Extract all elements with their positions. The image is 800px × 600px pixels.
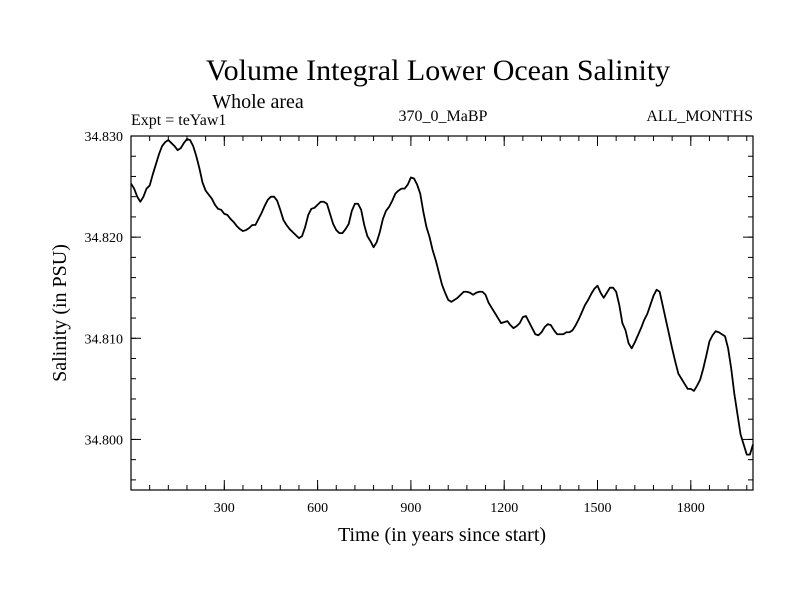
x-axis-label: Time (in years since start)	[338, 524, 546, 546]
x-tick-label: 1200	[490, 501, 518, 516]
y-axis: 34.800 34.810 34.820 34.830	[85, 130, 753, 481]
experiment-label: Expt = teYaw1	[131, 112, 226, 129]
x-tick-label: 1800	[677, 501, 705, 516]
months-label: ALL_MONTHS	[646, 108, 753, 125]
x-tick-label: 900	[400, 501, 421, 516]
x-axis: 300 600 900 1200 1500 1800	[149, 136, 748, 516]
period-label: 370_0_MaBP	[399, 108, 488, 125]
y-tick-label: 34.810	[85, 332, 124, 347]
chart-subtitle: Whole area	[212, 91, 304, 113]
salinity-series-line	[130, 138, 754, 456]
y-tick-label: 34.820	[85, 231, 124, 246]
plot-frame	[130, 135, 754, 491]
x-tick-label: 300	[214, 501, 235, 516]
x-tick-label: 1500	[584, 501, 612, 516]
y-tick-label: 34.800	[85, 433, 124, 448]
y-tick-label: 34.830	[85, 130, 124, 145]
chart-title: Volume Integral Lower Ocean Salinity	[206, 54, 670, 87]
x-tick-label: 600	[307, 501, 328, 516]
y-axis-label: Salinity (in PSU)	[49, 244, 71, 382]
